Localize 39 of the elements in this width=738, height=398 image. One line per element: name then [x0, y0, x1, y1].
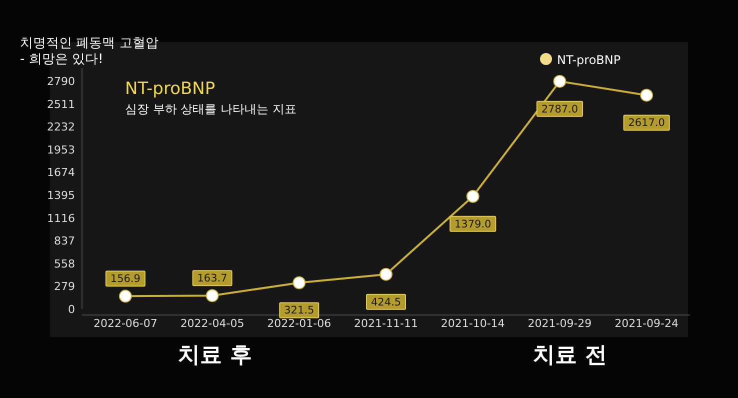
y-tick-label: 0 — [68, 303, 75, 316]
x-tick-label: 2022-01-06 — [267, 317, 332, 330]
y-tick-label: 2790 — [47, 75, 75, 88]
y-tick-label: 279 — [54, 280, 75, 294]
point — [292, 276, 306, 290]
data-label: 1379.0 — [454, 218, 492, 230]
point — [553, 74, 566, 88]
text: 치료 후 — [178, 343, 252, 368]
point — [640, 88, 654, 102]
point — [466, 190, 480, 203]
data-label: 424.5 — [370, 296, 402, 308]
series-label: NT-proBNP — [557, 53, 621, 67]
text: 치료 전 — [533, 343, 607, 368]
y-tick-label: 837 — [54, 234, 75, 248]
y-tick-label: 1395 — [47, 189, 75, 202]
text: 심장 부하 상태를 나타내는 지표 — [125, 102, 296, 116]
y-tick-label: 2511 — [47, 98, 75, 111]
data-label: 156.9 — [110, 273, 140, 286]
text: - 희망은 있다! — [20, 52, 104, 67]
x-tick-label: 2022-04-05 — [180, 317, 244, 330]
data-label: 163.7 — [197, 272, 228, 285]
x-tick-label: 2022-06-07 — [93, 317, 158, 330]
x-tick-label: 2021-09-24 — [614, 317, 679, 330]
data-label: 2787.0 — [541, 103, 578, 116]
point — [380, 268, 392, 281]
text: NT-proBNP — [125, 79, 216, 99]
text: 치명적인 폐동맥 고혈압 — [20, 36, 158, 51]
y-tick-label: 558 — [54, 257, 75, 270]
x-tick-label: 2021-11-11 — [354, 317, 418, 330]
x-tick-label: 2021-10-14 — [440, 317, 505, 330]
point — [118, 290, 132, 303]
y-tick-label: 1116 — [47, 212, 75, 225]
point — [206, 289, 219, 302]
y-tick-label: 1674 — [47, 166, 75, 180]
x-tick-label: 2021-09-29 — [528, 317, 592, 330]
data-label: 2617.0 — [628, 117, 665, 130]
data-label: 321.5 — [284, 304, 314, 317]
y-tick-label: 2232 — [47, 120, 75, 134]
y-tick-label: 1953 — [47, 143, 75, 156]
